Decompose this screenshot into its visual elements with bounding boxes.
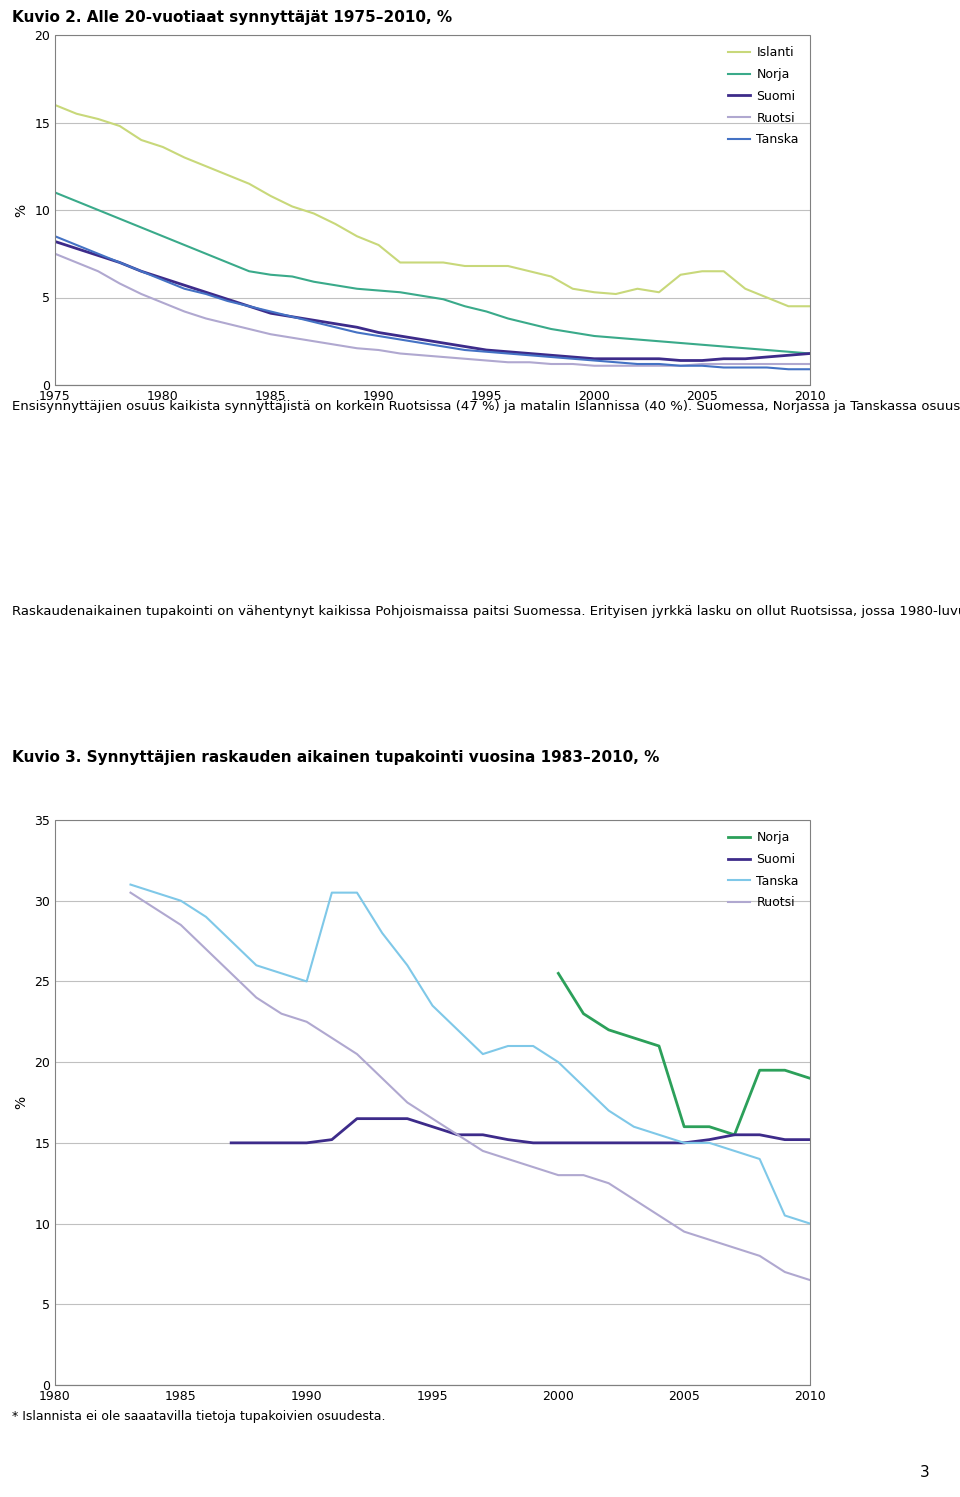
Text: Raskaudenaikainen tupakointi on vähentynyt kaikissa Pohjoismaissa paitsi Suomess: Raskaudenaikainen tupakointi on vähentyn… [12,605,960,618]
Text: Ensisynnyttäjien osuus kaikista synnyttäjistä on korkein Ruotsissa (47 %) ja mat: Ensisynnyttäjien osuus kaikista synnyttä… [12,400,960,413]
Y-axis label: %: % [14,204,29,217]
Text: Kuvio 3. Synnyttäjien raskauden aikainen tupakointi vuosina 1983–2010, %: Kuvio 3. Synnyttäjien raskauden aikainen… [12,750,660,765]
Text: 3: 3 [921,1466,930,1481]
Text: * Islannista ei ole saaatavilla tietoja tupakoivien osuudesta.: * Islannista ei ole saaatavilla tietoja … [12,1410,386,1424]
Y-axis label: %: % [14,1096,29,1109]
Legend: Islanti, Norja, Suomi, Ruotsi, Tanska: Islanti, Norja, Suomi, Ruotsi, Tanska [723,42,804,151]
Text: Kuvio 2. Alle 20-vuotiaat synnyttäjät 1975–2010, %: Kuvio 2. Alle 20-vuotiaat synnyttäjät 19… [12,10,452,25]
Legend: Norja, Suomi, Tanska, Ruotsi: Norja, Suomi, Tanska, Ruotsi [723,826,804,915]
